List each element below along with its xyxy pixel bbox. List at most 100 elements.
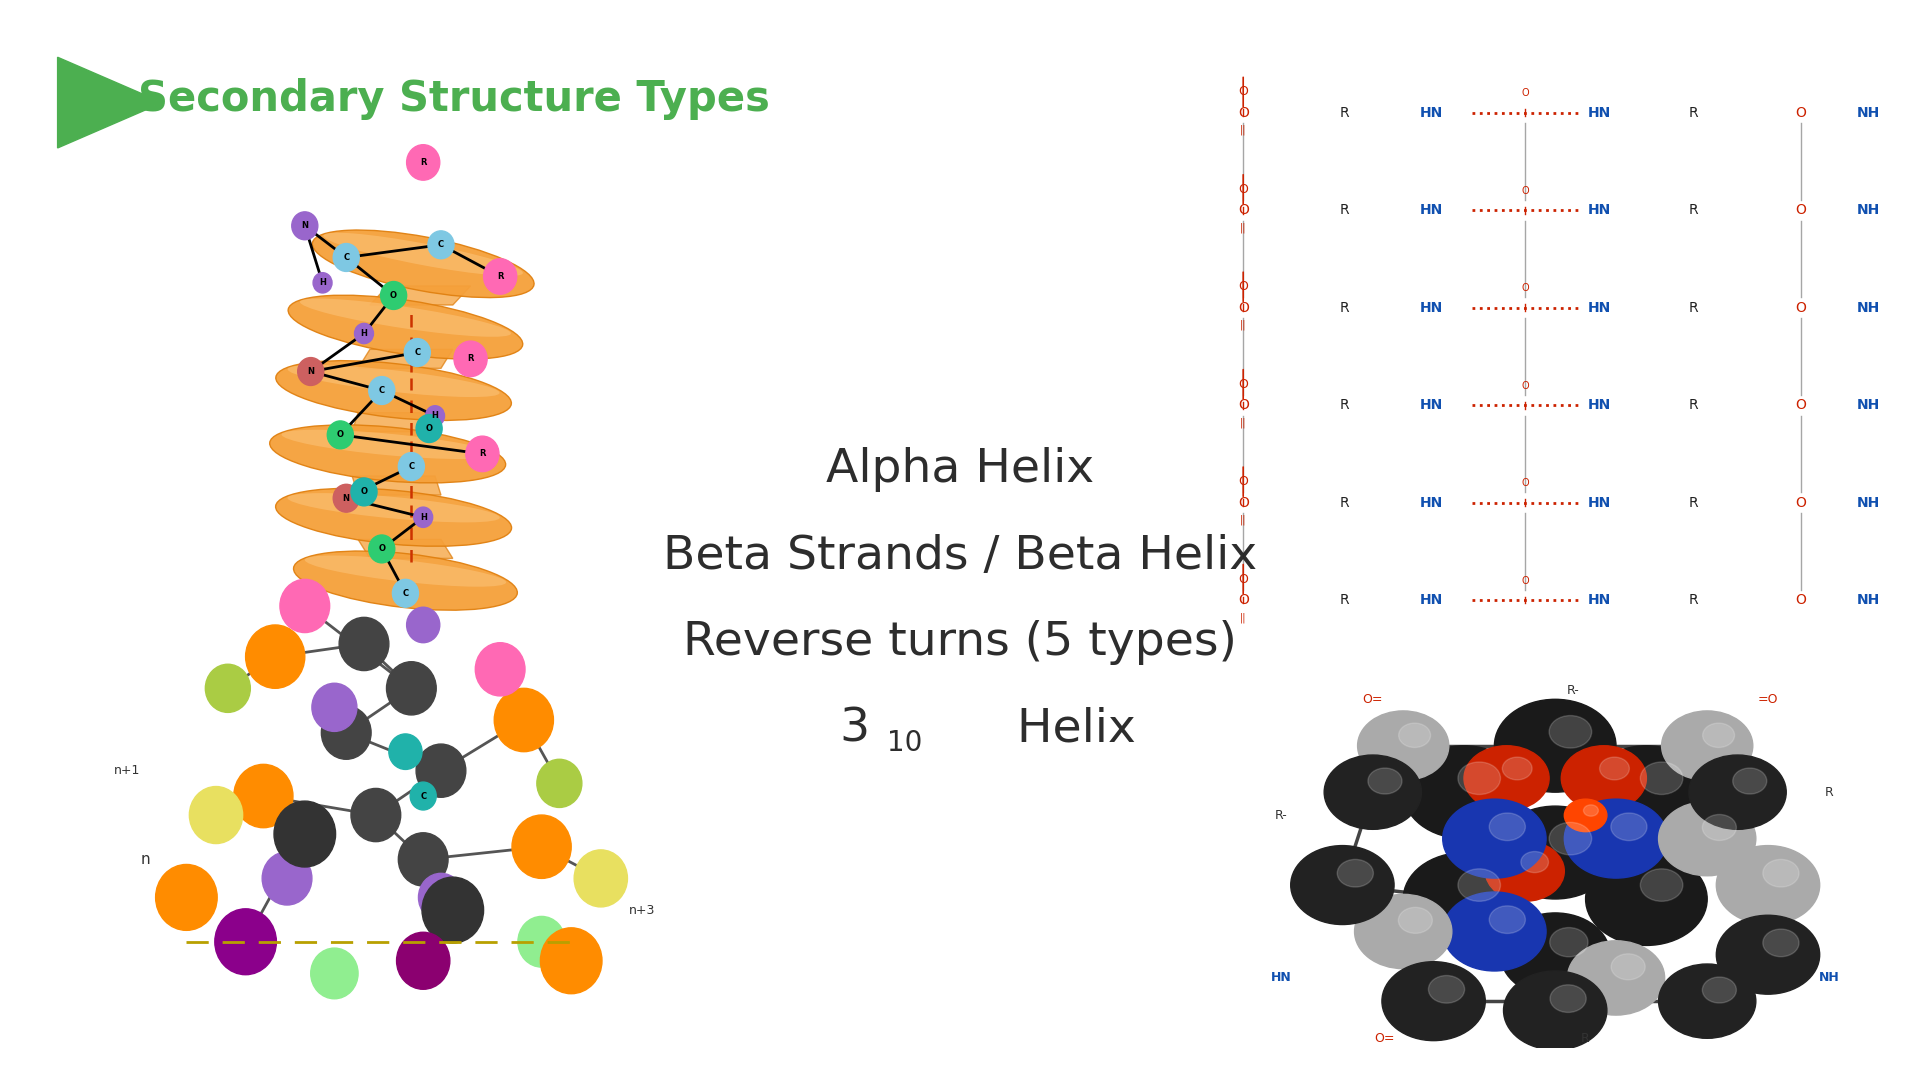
Text: O: O [1238,496,1248,510]
Text: O: O [1238,106,1248,120]
Circle shape [246,625,305,688]
Text: R: R [1688,593,1699,607]
Text: O: O [1795,593,1807,607]
Circle shape [1732,768,1766,794]
Circle shape [1703,814,1736,840]
Text: O: O [378,544,386,553]
Circle shape [1367,768,1402,794]
Text: O: O [1523,186,1528,195]
Circle shape [369,535,396,563]
Text: R: R [1338,300,1350,314]
Circle shape [340,618,390,671]
Circle shape [476,643,524,696]
Text: n: n [140,852,150,867]
Text: C: C [344,253,349,262]
Circle shape [1549,985,1586,1012]
Text: HN: HN [1419,399,1444,413]
Text: O: O [1523,380,1528,391]
Text: R: R [1824,785,1834,799]
Text: R: R [1338,203,1350,217]
Text: O: O [1238,85,1248,98]
Circle shape [1565,799,1668,878]
Circle shape [419,874,463,921]
Circle shape [190,786,242,843]
Polygon shape [359,539,453,558]
Circle shape [1290,846,1394,924]
Polygon shape [359,349,453,368]
Ellipse shape [323,232,522,275]
Text: O: O [1238,183,1248,195]
Circle shape [311,948,359,999]
Text: ||: || [1240,515,1246,525]
Text: O: O [1523,283,1528,293]
Circle shape [1463,746,1549,811]
Text: R: R [497,272,503,281]
Circle shape [1490,813,1524,840]
Polygon shape [371,286,470,305]
Text: n+3: n+3 [630,904,655,917]
Circle shape [1501,757,1532,780]
Circle shape [390,734,422,769]
Text: O: O [1238,378,1248,391]
Text: NH: NH [1818,971,1839,985]
Circle shape [351,788,401,841]
Circle shape [205,664,250,713]
Circle shape [1611,954,1645,980]
Ellipse shape [305,555,507,586]
Circle shape [1442,799,1546,878]
Text: R: R [1688,496,1699,510]
Text: O: O [1523,576,1528,585]
Circle shape [397,932,449,989]
Circle shape [1640,762,1682,795]
Text: ||: || [1240,125,1246,135]
Circle shape [397,453,424,481]
Text: HN: HN [1588,300,1611,314]
Text: HN: HN [1271,971,1292,985]
Text: O: O [1795,106,1807,120]
Text: HN: HN [1588,106,1611,120]
Circle shape [1763,929,1799,957]
Text: H: H [420,513,426,522]
Circle shape [1561,746,1647,811]
Text: O=: O= [1363,692,1382,706]
Text: O: O [1238,572,1248,585]
Text: R: R [1338,496,1350,510]
Text: H: H [319,279,326,287]
Text: NH: NH [1857,203,1880,217]
Text: NH: NH [1857,300,1880,314]
Text: HN: HN [1419,593,1444,607]
Text: O=: O= [1375,1031,1396,1044]
Circle shape [1549,822,1592,855]
Circle shape [428,231,453,259]
Ellipse shape [288,295,522,360]
Circle shape [386,662,436,715]
Circle shape [1404,745,1524,839]
Circle shape [1640,868,1682,902]
Circle shape [321,706,371,759]
Circle shape [1457,868,1501,902]
Circle shape [426,406,445,426]
Circle shape [1567,941,1665,1015]
Circle shape [298,357,324,386]
Text: N: N [301,221,309,230]
Text: Helix: Helix [1002,706,1137,752]
Text: O: O [1523,89,1528,98]
Text: O: O [336,430,344,440]
Circle shape [1382,961,1486,1041]
Circle shape [1457,762,1501,795]
Text: NH: NH [1857,106,1880,120]
Text: O: O [1238,475,1248,488]
Text: C: C [415,348,420,357]
Text: O: O [1238,593,1248,607]
Text: R: R [1338,106,1350,120]
Circle shape [493,688,553,752]
Text: R: R [1688,106,1699,120]
Circle shape [355,323,374,343]
Circle shape [411,782,436,810]
Circle shape [1325,755,1421,829]
Polygon shape [351,476,442,495]
Text: R: R [1688,300,1699,314]
Circle shape [1703,977,1736,1003]
Circle shape [1494,700,1617,793]
Text: C: C [409,462,415,471]
